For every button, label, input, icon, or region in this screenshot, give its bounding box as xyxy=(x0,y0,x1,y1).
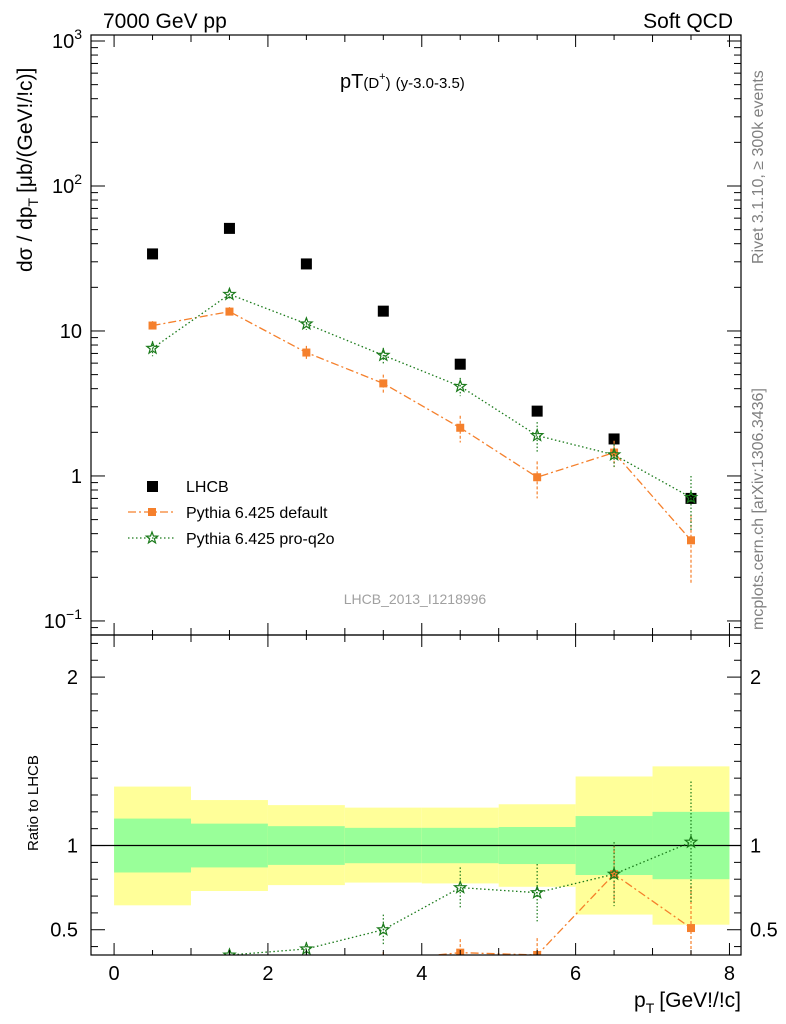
y-axis-label-main: dσ / dp xyxy=(14,206,37,272)
data-point-default xyxy=(379,379,388,388)
mcplots-reference-label: mcplots.cern.ch [arXiv:1306.3436] xyxy=(750,388,767,630)
y-tick-label-base: 1 xyxy=(71,466,82,488)
data-point-default xyxy=(687,536,695,545)
x-tick-label: 6 xyxy=(570,963,581,985)
y-axis-label-sub: T xyxy=(25,197,41,206)
y-tick-label-main: 10 xyxy=(60,321,82,343)
series-line-main xyxy=(152,310,692,541)
data-point-pro-q2o xyxy=(529,427,545,442)
data-point-default xyxy=(225,307,234,316)
main-panel-series xyxy=(145,222,699,584)
ratio-point-pro-q2o xyxy=(147,971,158,982)
data-point-pro-q2o xyxy=(299,316,314,331)
ratio-point-pro-q2o xyxy=(529,884,545,899)
y-tick-label-main: 10−1 xyxy=(44,606,82,633)
y-tick-label-ratio-left: 1 xyxy=(67,836,78,858)
x-tick-label: 0 xyxy=(109,963,120,985)
plot-title-sup: + xyxy=(379,71,385,83)
x-axis-label-sub: T xyxy=(646,1000,655,1016)
y-tick-label-base: 10 xyxy=(60,321,82,343)
legend-label-lhcb: LHCB xyxy=(186,479,229,496)
y-tick-label-base: 10 xyxy=(52,31,74,53)
ratio-point-default xyxy=(225,964,233,972)
data-point-pro-q2o xyxy=(375,347,391,362)
y-tick-label-ratio-left: 2 xyxy=(67,667,78,689)
x-tick-label: 8 xyxy=(724,963,735,985)
y-tick-label-exponent: −1 xyxy=(66,606,82,622)
legend-label-pythia-default: Pythia 6.425 default xyxy=(186,505,328,522)
data-point-default xyxy=(533,473,542,482)
y-tick-label-base: 10 xyxy=(52,176,74,198)
legend: LHCB Pythia 6.425 default Pythia 6.425 p… xyxy=(128,479,335,548)
ratio-point-pro-q2o xyxy=(222,947,237,955)
ratio-point-pro-q2o xyxy=(452,879,468,894)
ratio-point-pro-q2o xyxy=(683,834,699,849)
y-axis-label: dσ / dpT [μb/(GeV!/!c)] xyxy=(14,68,41,272)
data-point-pro-q2o xyxy=(145,340,160,355)
rivet-version-label: Rivet 3.1.10, ≥ 300k events xyxy=(750,70,767,264)
ratio-point-default xyxy=(379,956,387,964)
legend-marker-pythia-default xyxy=(148,508,156,516)
y-tick-label-main: 103 xyxy=(52,26,82,53)
ratio-point-default xyxy=(687,924,695,933)
legend-item-lhcb: LHCB xyxy=(147,479,229,496)
ratio-point-default xyxy=(149,956,157,964)
y-tick-label-base: 10 xyxy=(44,611,66,633)
axis-ticks xyxy=(91,35,741,955)
legend-marker-lhcb xyxy=(147,481,158,492)
data-point-pro-q2o xyxy=(452,378,468,393)
legend-item-pythia-pro-q2o: Pythia 6.425 pro-q2o xyxy=(128,530,335,548)
data-point-lhcb xyxy=(223,222,235,234)
data-point-pro-q2o xyxy=(683,489,699,504)
ratio-axis-label: Ratio to LHCB xyxy=(25,755,42,851)
ratio-point-default xyxy=(302,969,310,977)
series-line-main xyxy=(152,293,692,499)
data-point-lhcb xyxy=(608,433,620,445)
plot-title-rest: (y-3.0-3.5) xyxy=(396,75,465,92)
data-point-pro-q2o xyxy=(606,447,622,462)
y-tick-label-ratio-left: 0.5 xyxy=(50,920,78,942)
data-point-lhcb xyxy=(454,358,466,370)
y-tick-label-ratio-right: 1 xyxy=(750,836,761,858)
data-point-lhcb xyxy=(531,405,543,417)
x-tick-label: 4 xyxy=(416,963,427,985)
legend-label-pythia-pro-q2o: Pythia 6.425 pro-q2o xyxy=(186,531,335,548)
collision-label: 7000 GeV pp xyxy=(103,10,227,33)
plot-title-paren: ) xyxy=(386,75,391,92)
x-axis-label-main: p xyxy=(634,989,646,1012)
data-point-default xyxy=(302,348,311,357)
plot-title-sub: (D xyxy=(363,75,379,92)
y-axis-label-unit: [μb/(GeV!/!c)] xyxy=(14,68,37,193)
data-point-lhcb xyxy=(377,305,389,317)
x-axis-label-unit: [GeV!/!c] xyxy=(659,989,741,1012)
plot-title-main: pT xyxy=(340,71,363,93)
x-axis-label: pT [GeV!/!c] xyxy=(634,989,741,1016)
data-point-lhcb xyxy=(147,248,159,260)
data-point-pro-q2o xyxy=(222,286,237,301)
category-label: Soft QCD xyxy=(643,10,733,33)
legend-marker-pythia-pro-q2o xyxy=(144,530,160,545)
data-point-default xyxy=(148,321,157,330)
x-tick-label: 2 xyxy=(262,963,273,985)
y-tick-label-ratio-right: 2 xyxy=(750,667,761,689)
ratio-point-pro-q2o xyxy=(606,866,622,881)
data-point-default xyxy=(456,423,465,432)
y-tick-label-ratio-right: 0.5 xyxy=(750,920,778,942)
analysis-watermark: LHCB_2013_I1218996 xyxy=(344,591,487,607)
y-tick-label-exponent: 2 xyxy=(74,171,82,187)
legend-item-pythia-default: Pythia 6.425 default xyxy=(128,505,328,522)
data-point-lhcb xyxy=(300,258,312,270)
ratio-point-pro-q2o xyxy=(375,922,391,936)
y-tick-label-exponent: 3 xyxy=(74,26,82,42)
y-tick-label-main: 102 xyxy=(52,171,82,198)
plot-title: pT(D+) (y-3.0-3.5) xyxy=(340,71,465,93)
y-tick-label-main: 1 xyxy=(71,466,82,488)
series-line-ratio xyxy=(227,841,692,955)
